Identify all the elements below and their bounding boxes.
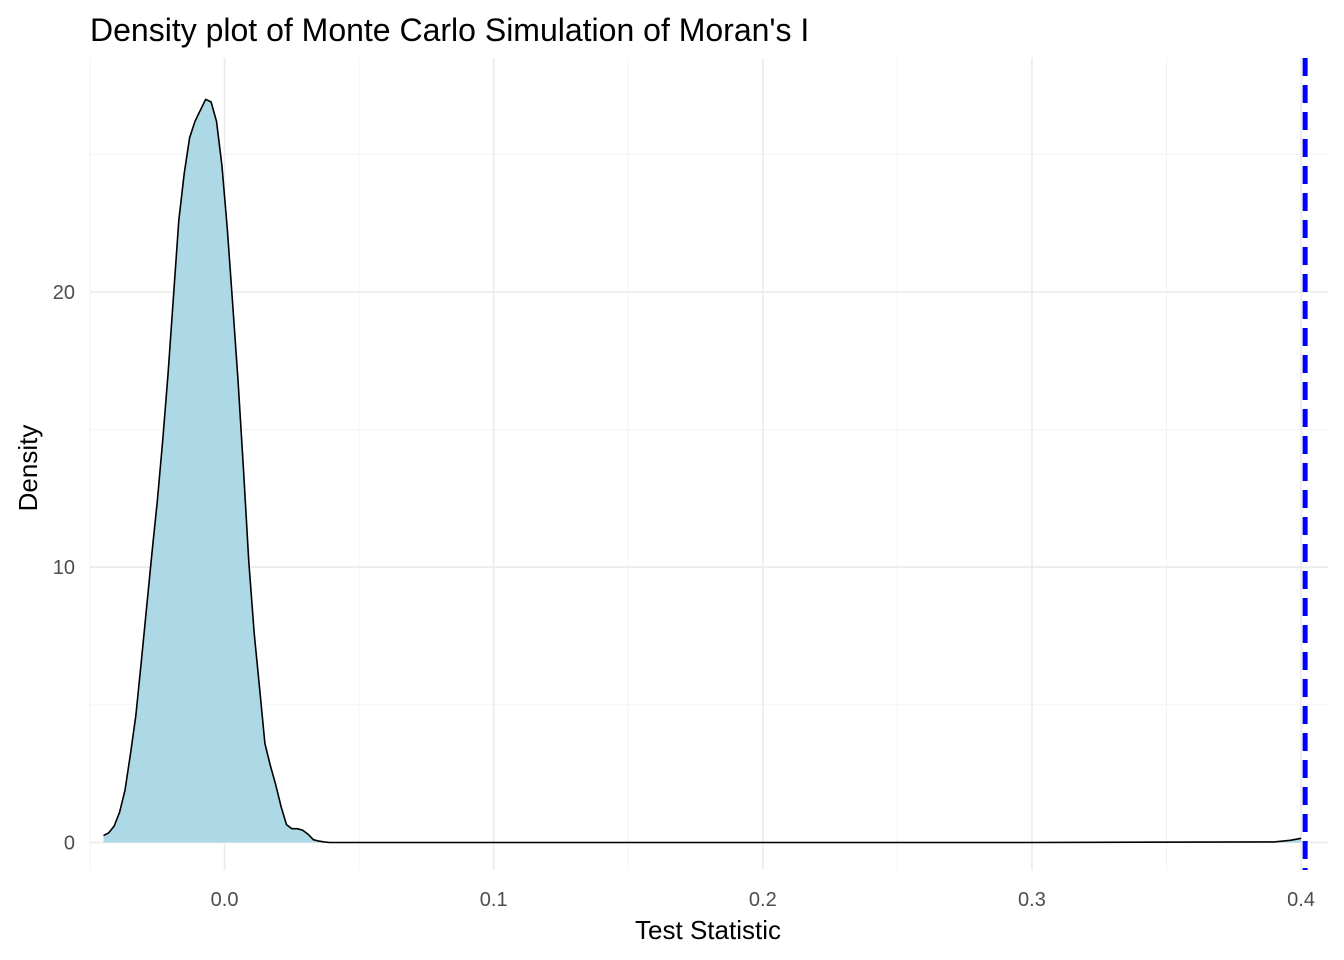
density-area xyxy=(103,99,1302,843)
plot-area xyxy=(103,58,1308,870)
y-tick-label: 20 xyxy=(53,282,75,304)
tick-labels: 0.0 0.1 0.2 0.3 0.4 0 10 20 xyxy=(53,282,1315,911)
x-tick-label: 0.2 xyxy=(749,889,777,911)
x-tick-label: 0.4 xyxy=(1287,889,1315,911)
density-curve xyxy=(103,98,1302,844)
y-tick-label: 0 xyxy=(64,832,75,854)
x-tick-label: 0.3 xyxy=(1018,889,1046,911)
y-tick-label: 10 xyxy=(53,557,75,579)
x-tick-label: 0.1 xyxy=(480,889,508,911)
chart-title: Density plot of Monte Carlo Simulation o… xyxy=(90,12,809,48)
x-tick-label: 0.0 xyxy=(211,889,239,911)
y-axis-title: Density xyxy=(13,425,43,512)
x-axis-title: Test Statistic xyxy=(635,915,781,945)
grid xyxy=(89,58,1328,870)
